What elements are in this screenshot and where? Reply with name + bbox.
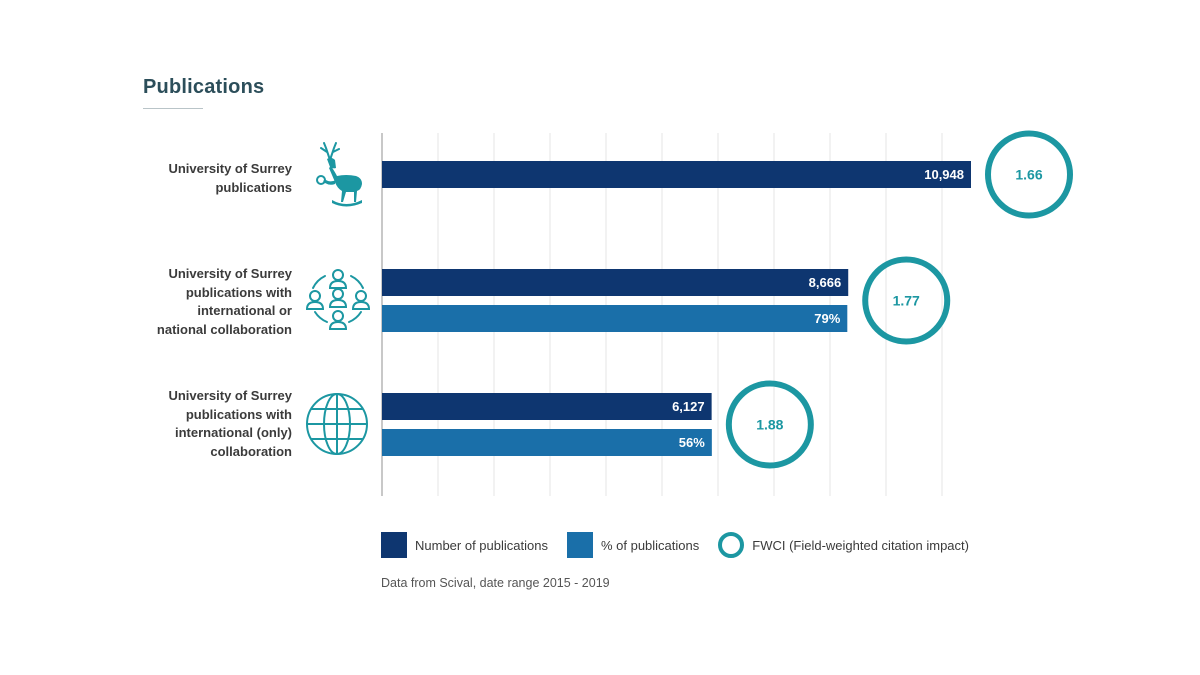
row-label-all: University of Surrey publications [168,161,292,195]
fwci-ring [985,130,1073,219]
legend: Number of publications % of publications… [381,532,988,558]
bar-percent [382,429,712,456]
bar-percent-label: 56% [679,435,705,450]
bar-number [382,269,849,296]
bar-number-label: 10,948 [924,167,964,182]
legend-ring-fwci [718,532,745,558]
legend-swatch-percent [566,532,593,558]
legend-label-percent: % of publications [600,537,700,553]
source-note: Data from Scival, date range 2015 - 2019 [381,576,610,590]
bar-percent-label: 79% [814,311,840,326]
stag-icon [316,142,362,207]
bar-number-label: 6,127 [672,399,705,414]
fwci-value-label: 1.66 [1015,167,1042,183]
fwci-value-label: 1.77 [893,293,920,309]
row-label-collab: University of Surrey publications with i… [156,266,292,337]
legend-item-number: Number of publications [381,532,548,558]
legend-item-fwci: FWCI (Field-weighted citation impact) [718,532,969,558]
row-label-intl: University of Surrey publications with i… [168,388,292,459]
legend-label-number: Number of publications [415,537,548,553]
globe-icon [306,393,368,455]
fwci-ring [725,380,814,469]
bar-number [382,393,712,420]
title-underline [143,108,203,109]
bar-number [382,161,971,188]
bar-number-label: 8,666 [809,275,842,290]
chart-title: Publications [143,76,265,98]
fwci-ring [862,256,951,345]
bar-percent [382,305,848,332]
legend-label-fwci: FWCI (Field-weighted citation impact) [752,537,969,553]
fwci-value-label: 1.88 [756,417,783,433]
people-network-icon [305,269,371,330]
legend-item-percent: % of publications [566,532,700,558]
legend-swatch-number [381,532,407,558]
